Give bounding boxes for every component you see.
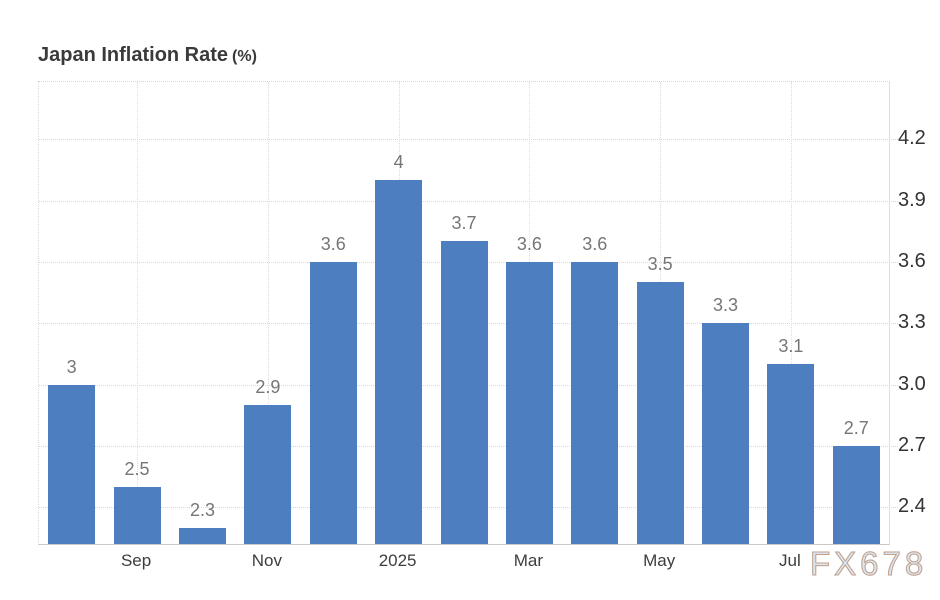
y-gridline [39, 139, 898, 141]
chart-title-text: Japan Inflation Rate [38, 44, 229, 66]
x-axis-tick-label: May [643, 551, 676, 570]
bar-value-label: 3.1 [778, 336, 804, 357]
x-axis-tick-label: Jul [779, 551, 801, 570]
bar [832, 445, 880, 544]
x-axis-tick-label: 2025 [378, 551, 417, 570]
bar-value-label: 3.6 [582, 233, 608, 254]
bar [113, 486, 161, 544]
bar [636, 282, 684, 544]
y-axis-tick-label: 3.0 [898, 372, 926, 395]
bar-value-label: 4 [393, 152, 404, 173]
watermark: FX678 [809, 545, 928, 583]
x-axis-tick-label: Nov [251, 551, 282, 570]
bar [244, 405, 292, 544]
bar-value-label: 2.7 [843, 417, 869, 438]
y-gridline [39, 200, 898, 202]
bar-value-label: 3.6 [516, 233, 542, 254]
y-axis-tick-label: 2.4 [898, 495, 926, 518]
bar-value-label: 2.9 [255, 377, 281, 397]
y-axis-tick-label: 3.6 [898, 249, 926, 272]
chart-title: Japan Inflation Rate (%) [38, 44, 257, 67]
bar-value-label: 2.3 [189, 499, 215, 520]
bar [178, 527, 226, 544]
y-axis-tick-label: 4.2 [898, 127, 926, 150]
y-axis-tick-label: 3.3 [898, 311, 926, 334]
bar-value-label: 3.6 [320, 233, 346, 254]
bar-value-label: 3 [66, 356, 77, 377]
x-axis-labels: Sep Nov 2025 Mar May Jul [38, 551, 888, 577]
bar [48, 384, 96, 544]
bar [505, 261, 553, 544]
x-axis-tick-label: Mar [513, 551, 544, 570]
bar-value-label: 3.3 [713, 295, 739, 316]
bar [571, 261, 619, 544]
y-axis-tick-label: 3.9 [898, 188, 926, 211]
plot-area: 3 2.5 2.3 2.9 3.6 4 3.7 3.6 3.6 3.5 3.3 3.1 2.7 [38, 81, 898, 545]
bar [702, 323, 750, 544]
chart-title-unit: (%) [232, 48, 257, 65]
bar [309, 261, 357, 544]
y-axis-tick-label: 2.7 [898, 433, 926, 456]
bar [767, 364, 815, 544]
x-gridline [137, 82, 139, 544]
bar-value-label: 3.5 [647, 254, 673, 275]
bar-value-label: 2.5 [124, 458, 150, 479]
bar [375, 180, 423, 544]
x-gridline [267, 82, 269, 544]
y-axis-labels: 4.2 3.9 3.6 3.3 3.0 2.7 2.4 [894, 81, 940, 543]
bar-value-label: 3.7 [451, 213, 477, 234]
x-gridline [790, 82, 792, 544]
bar [440, 241, 488, 544]
x-axis-tick-label: Sep [120, 551, 152, 570]
